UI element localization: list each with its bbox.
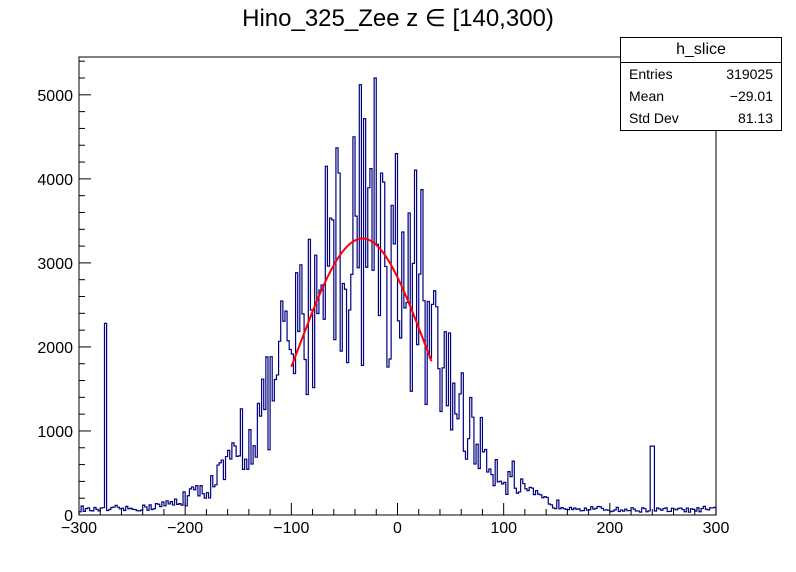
y-tick-label: 5000 — [37, 88, 73, 105]
x-tick-label: −100 — [273, 520, 309, 537]
x-tick-label: 100 — [490, 520, 517, 537]
x-tick-label: 0 — [393, 520, 402, 537]
stats-value: −29.01 — [729, 88, 773, 104]
stats-box-title: h_slice — [621, 38, 781, 63]
x-tick-label: 300 — [703, 520, 730, 537]
stats-label: Entries — [629, 66, 673, 82]
stats-label: Mean — [629, 88, 665, 104]
y-tick-label: 1000 — [37, 424, 73, 441]
stats-box: h_slice Entries 319025 Mean −29.01 Std D… — [620, 37, 782, 131]
stats-value: 319025 — [726, 66, 773, 82]
y-tick-label: 3000 — [37, 256, 73, 273]
stats-value: 81.13 — [737, 110, 773, 126]
stats-row-entries: Entries 319025 — [621, 63, 781, 85]
stats-row-mean: Mean −29.01 — [621, 85, 781, 107]
histogram-series — [78, 77, 717, 515]
gaussian-fit-curve — [290, 237, 433, 368]
x-tick-label: 200 — [596, 520, 623, 537]
y-tick-label: 2000 — [37, 340, 73, 357]
chart-title: Hino_325_Zee z ∈ [140,300) — [242, 5, 554, 32]
stats-label: Std Dev — [629, 110, 679, 126]
y-tick-label: 4000 — [37, 172, 73, 189]
x-tick-label: −300 — [61, 520, 97, 537]
y-tick-label: 0 — [64, 508, 73, 525]
x-tick-label: −200 — [167, 520, 203, 537]
stats-row-stddev: Std Dev 81.13 — [621, 107, 781, 129]
